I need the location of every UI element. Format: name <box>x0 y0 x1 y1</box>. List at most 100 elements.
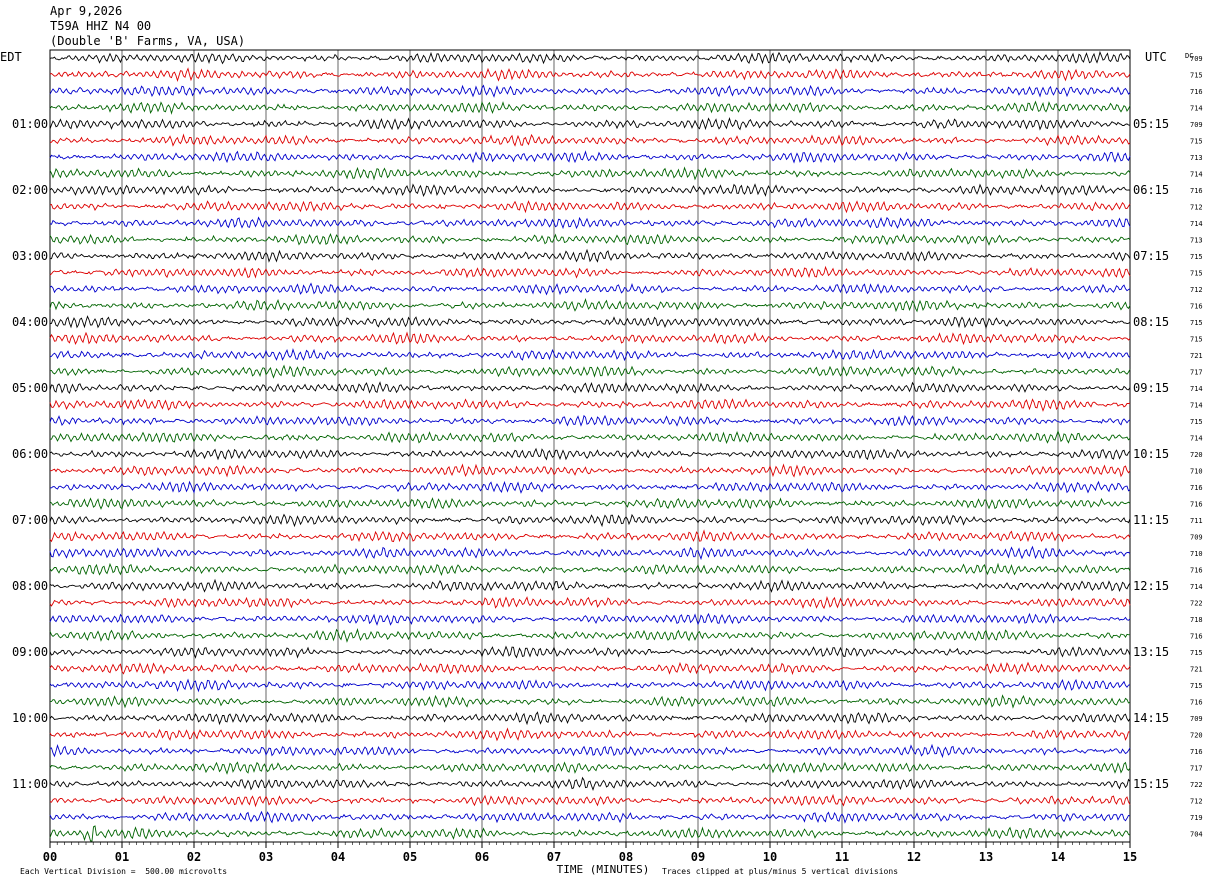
left-hour-label: 04:00 <box>12 315 48 329</box>
seismic-trace <box>49 150 1131 164</box>
seismic-trace <box>49 513 1131 528</box>
seismic-trace <box>49 711 1131 726</box>
dc-offset-value: 709 <box>1190 121 1203 129</box>
dc-offset-value: 721 <box>1190 666 1203 674</box>
seismic-trace <box>50 429 1131 445</box>
right-hour-label: 07:15 <box>1133 249 1169 263</box>
plot-date: Apr 9,2026 <box>50 4 123 18</box>
x-tick-label: 09 <box>691 850 705 864</box>
seismic-trace <box>49 117 1131 131</box>
dc-offset-value: 720 <box>1190 732 1203 740</box>
dc-offset-value: 712 <box>1190 798 1203 806</box>
dc-offset-value: 716 <box>1190 567 1203 575</box>
x-tick-label: 08 <box>619 850 633 864</box>
dc-offset-value: 715 <box>1190 72 1203 80</box>
x-tick-label: 00 <box>43 850 57 864</box>
dc-offset-value: 715 <box>1190 418 1203 426</box>
seismic-trace <box>49 743 1131 759</box>
dc-offset-value: 716 <box>1190 484 1203 492</box>
right-hour-label: 12:15 <box>1133 579 1169 593</box>
seismic-trace <box>49 562 1131 577</box>
seismic-trace <box>49 381 1131 394</box>
x-tick-label: 05 <box>403 850 417 864</box>
seismic-trace <box>49 183 1131 197</box>
dc-offset-value: 711 <box>1190 517 1203 525</box>
seismic-trace <box>49 480 1131 494</box>
seismic-trace <box>49 776 1131 791</box>
x-tick-label: 07 <box>547 850 561 864</box>
x-tick-label: 06 <box>475 850 489 864</box>
x-tick-label: 10 <box>763 850 777 864</box>
seismic-trace <box>49 628 1131 643</box>
dc-offset-value: 710 <box>1190 550 1203 558</box>
seismic-trace <box>49 825 1131 842</box>
dc-offset-value: 718 <box>1190 616 1203 624</box>
seismic-trace <box>49 166 1131 181</box>
dc-offset-value: 716 <box>1190 699 1203 707</box>
seismic-trace <box>49 761 1131 775</box>
vertical-scale-note: Each Vertical Division = 500.00 microvol… <box>20 867 228 876</box>
right-hour-label: 10:15 <box>1133 447 1169 461</box>
dc-offset-value: 710 <box>1190 468 1203 476</box>
left-hour-label: 01:00 <box>12 117 48 131</box>
dc-offset-value: 714 <box>1190 171 1203 179</box>
x-tick-label: 12 <box>907 850 921 864</box>
clip-note: Traces clipped at plus/minus 5 vertical … <box>662 867 899 876</box>
dc-offset-value: 715 <box>1190 319 1203 327</box>
left-hour-label: 09:00 <box>12 645 48 659</box>
x-axis-title: TIME (MINUTES) <box>557 863 650 876</box>
dc-offset-value: 715 <box>1190 253 1203 261</box>
seismic-trace <box>49 678 1131 693</box>
dc-offset-value: 715 <box>1190 336 1203 344</box>
dc-offset-value: 714 <box>1190 105 1203 113</box>
dc-offset-value: 717 <box>1190 765 1203 773</box>
seismic-trace <box>49 50 1131 65</box>
dc-offset-value: 714 <box>1190 402 1203 410</box>
x-tick-label: 15 <box>1123 850 1137 864</box>
left-hour-label: 11:00 <box>12 777 48 791</box>
right-timezone-label: UTC <box>1145 50 1167 64</box>
x-tick-label: 13 <box>979 850 993 864</box>
left-hour-label: 10:00 <box>12 711 48 725</box>
seismic-trace <box>49 645 1131 659</box>
seismic-trace <box>49 727 1131 742</box>
dc-offset-value: 720 <box>1190 451 1203 459</box>
plot-frame <box>49 49 1131 843</box>
dc-offset-value: 714 <box>1190 583 1203 591</box>
seismic-trace <box>49 793 1131 808</box>
seismic-trace <box>49 133 1131 147</box>
right-hour-label: 06:15 <box>1133 183 1169 197</box>
right-hour-label: 15:15 <box>1133 777 1169 791</box>
left-timezone-label: EDT <box>0 50 22 64</box>
seismic-trace <box>49 84 1131 98</box>
dc-offset-value: 704 <box>1190 831 1203 839</box>
seismic-trace <box>49 216 1131 230</box>
x-tick-label: 03 <box>259 850 273 864</box>
left-hour-label: 07:00 <box>12 513 48 527</box>
dc-offset-value: 714 <box>1190 385 1203 393</box>
seismic-trace <box>49 612 1131 626</box>
dc-offset-value: 716 <box>1190 633 1203 641</box>
dc-offset-value: 716 <box>1190 88 1203 96</box>
seismic-trace <box>50 694 1131 709</box>
seismic-trace <box>50 463 1131 478</box>
seismic-trace <box>49 595 1131 610</box>
seismic-trace <box>49 348 1131 362</box>
dc-offset-value: 712 <box>1190 204 1203 212</box>
x-tick-label: 04 <box>331 850 345 864</box>
seismic-trace <box>49 298 1131 313</box>
seismic-trace <box>49 331 1131 346</box>
left-hour-label: 06:00 <box>12 447 48 461</box>
seismic-trace <box>49 661 1131 676</box>
right-hour-label: 14:15 <box>1133 711 1169 725</box>
seismic-trace <box>49 529 1131 543</box>
dc-offset-value: 714 <box>1190 220 1203 228</box>
dc-offset-value: 722 <box>1190 600 1203 608</box>
dc-offset-value: 721 <box>1190 352 1203 360</box>
seismic-trace <box>50 364 1131 379</box>
dc-offset-value: 715 <box>1190 270 1203 278</box>
dc-offset-value: 713 <box>1190 237 1203 245</box>
dc-offset-value: 715 <box>1190 682 1203 690</box>
seismic-trace <box>49 447 1131 461</box>
